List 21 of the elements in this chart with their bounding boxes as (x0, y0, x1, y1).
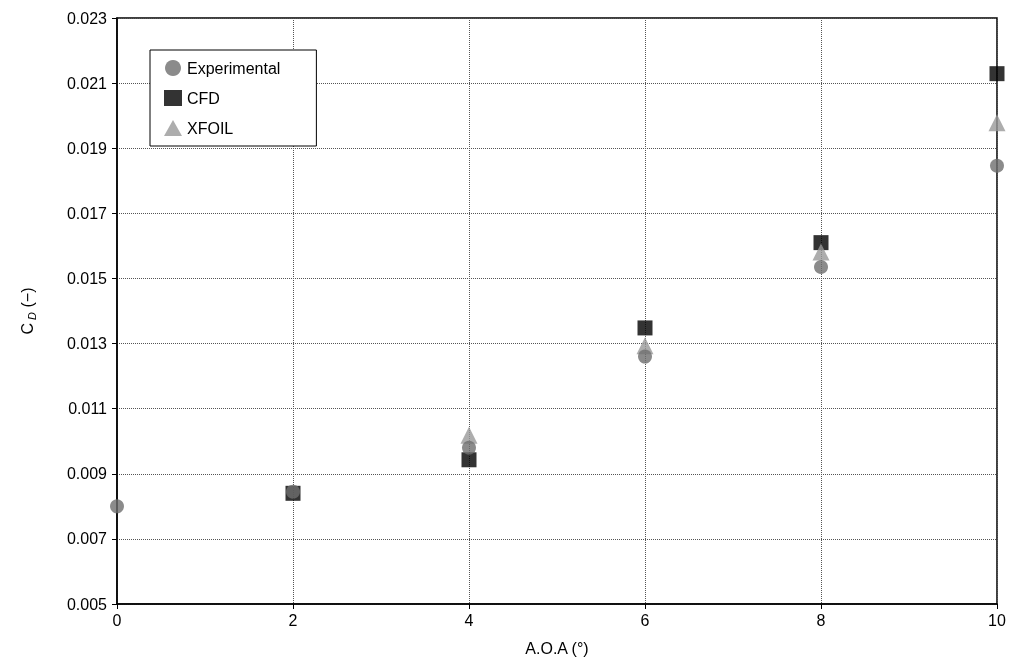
y-tick-label: 0.005 (66, 595, 108, 613)
y-tick-label: 0.009 (66, 465, 108, 483)
y-tick-label: 0.021 (66, 74, 108, 92)
x-tick-label: 6 (640, 611, 650, 629)
y-tick-label: 0.013 (66, 335, 108, 353)
x-tick-label: 2 (288, 611, 298, 629)
x-tick-label: 8 (816, 611, 826, 629)
legend-label: CFD (187, 89, 220, 107)
y-tick-label: 0.017 (66, 204, 108, 222)
y-axis-title: CD (−) (19, 287, 38, 335)
y-tick-label: 0.019 (66, 139, 108, 157)
x-axis-title: A.O.A (°) (525, 639, 589, 657)
x-tick-label: 10 (988, 611, 1006, 629)
y-tick-label: 0.015 (66, 269, 108, 287)
y-tick-label: 0.007 (66, 530, 108, 548)
x-tick-label: 4 (464, 611, 474, 629)
y-tick-label: 0.011 (68, 400, 108, 418)
x-tick-label: 0 (112, 611, 122, 629)
legend-label: XFOIL (187, 119, 234, 137)
legend-label: Experimental (187, 59, 281, 77)
y-tick-label: 0.023 (66, 9, 108, 27)
